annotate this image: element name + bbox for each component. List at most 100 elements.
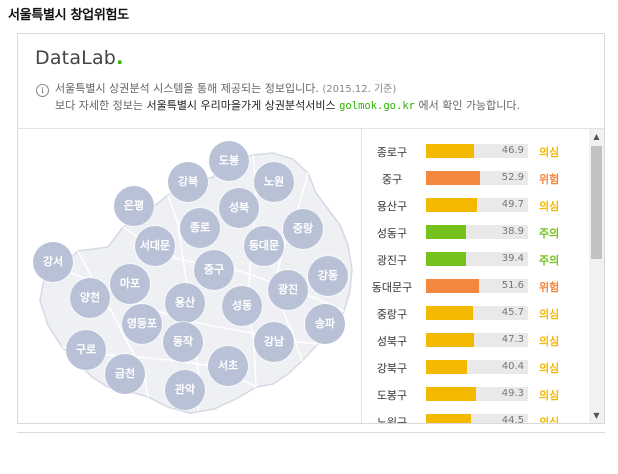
district-geumcheon[interactable]: 금천: [105, 354, 145, 394]
district-eunpyeong[interactable]: 은평: [114, 186, 154, 226]
list-item[interactable]: 용산구 49.7 의심: [362, 191, 592, 218]
risk-bar: 46.9: [426, 144, 528, 158]
district-yeongdeungpo[interactable]: 영등포: [122, 304, 162, 344]
district-name: 도봉구: [376, 389, 408, 402]
list-item[interactable]: 강북구 40.4 의심: [362, 353, 592, 380]
district-seongbuk[interactable]: 성북: [219, 188, 259, 228]
risk-bar: 44.5: [426, 414, 528, 423]
risk-status: 의심: [539, 416, 560, 423]
district-gwanak[interactable]: 관악: [165, 370, 205, 410]
page-title: 서울특별시 창업위험도: [8, 8, 129, 23]
risk-bar-fill: [426, 360, 467, 374]
info-text-detail: 보다 자세한 정보는 서울특별시 우리마을가게 상권분석서비스 golmok.g…: [55, 99, 521, 112]
district-name: 동대문구: [371, 281, 413, 294]
risk-value: 51.6: [501, 280, 524, 291]
district-name: 중랑구: [376, 308, 408, 321]
risk-bar: 39.4: [426, 252, 528, 266]
bottom-divider: [17, 432, 605, 433]
risk-value: 49.7: [501, 199, 524, 210]
risk-status: 의심: [539, 146, 560, 159]
list-item[interactable]: 성북구 47.3 의심: [362, 326, 592, 353]
district-dongjak[interactable]: 동작: [163, 322, 203, 362]
risk-bar-fill: [426, 414, 471, 423]
risk-value: 45.7: [501, 307, 524, 318]
scroll-thumb[interactable]: [591, 146, 602, 259]
district-songpa[interactable]: 송파: [305, 304, 345, 344]
risk-status: 의심: [539, 335, 560, 348]
district-jung[interactable]: 중구: [194, 250, 234, 290]
risk-bar-fill: [426, 252, 466, 266]
district-name: 중구: [381, 173, 403, 186]
district-gangnam[interactable]: 강남: [254, 322, 294, 362]
district-guro[interactable]: 구로: [66, 330, 106, 370]
list-item[interactable]: 중구 52.9 위험: [362, 164, 592, 191]
district-name: 성북구: [376, 335, 408, 348]
divider: [18, 128, 604, 129]
risk-value: 44.5: [501, 415, 524, 423]
risk-status: 의심: [539, 308, 560, 321]
risk-status: 주의: [539, 254, 560, 267]
risk-status: 의심: [539, 362, 560, 375]
risk-bar: 49.7: [426, 198, 528, 212]
district-name: 강북구: [376, 362, 408, 375]
district-gangbuk[interactable]: 강북: [168, 162, 208, 202]
district-seocho[interactable]: 서초: [208, 346, 248, 386]
risk-value: 47.3: [501, 334, 524, 345]
district-nowon[interactable]: 노원: [254, 162, 294, 202]
seoul-district-map: 도봉 강북 노원 은평 성북 종로 중랑 서대문 동대문 강서 중구 마포 광진…: [18, 129, 361, 423]
risk-bar-fill: [426, 387, 476, 401]
service-name: 서울특별시 우리마을가게 상권분석서비스: [146, 99, 336, 112]
datalab-card: DataLab. i 서울특별시 상권분석 시스템을 통해 제공되는 정보입니다.…: [17, 33, 605, 424]
risk-value: 52.9: [501, 172, 524, 183]
list-item[interactable]: 광진구 39.4 주의: [362, 245, 592, 272]
list-item[interactable]: 노원구 44.5 의심: [362, 407, 592, 423]
scroll-down-icon[interactable]: ▼: [593, 411, 600, 420]
risk-bar: 51.6: [426, 279, 528, 293]
list-item[interactable]: 도봉구 49.3 의심: [362, 380, 592, 407]
risk-status: 의심: [539, 389, 560, 402]
risk-bar-fill: [426, 306, 473, 320]
risk-value: 40.4: [501, 361, 524, 372]
district-gangseo[interactable]: 강서: [33, 242, 73, 282]
risk-value: 49.3: [501, 388, 524, 399]
district-seongdong[interactable]: 성동: [222, 286, 262, 326]
list-item[interactable]: 성동구 38.9 주의: [362, 218, 592, 245]
risk-status: 의심: [539, 200, 560, 213]
district-dongdaemun[interactable]: 동대문: [244, 226, 284, 266]
district-gangdong[interactable]: 강동: [308, 256, 348, 296]
list-item[interactable]: 동대문구 51.6 위험: [362, 272, 592, 299]
risk-status: 위험: [539, 173, 560, 186]
district-jungnang[interactable]: 중랑: [283, 209, 323, 249]
risk-status: 주의: [539, 227, 560, 240]
risk-bar: 49.3: [426, 387, 528, 401]
risk-bar: 52.9: [426, 171, 528, 185]
list-scrollbar[interactable]: ▲ ▼: [589, 129, 604, 423]
district-name: 광진구: [376, 254, 408, 267]
risk-bar-fill: [426, 144, 474, 158]
district-yangcheon[interactable]: 양천: [70, 278, 110, 318]
district-name: 종로구: [376, 146, 408, 159]
district-seodaemun[interactable]: 서대문: [135, 226, 175, 266]
risk-bar-fill: [426, 279, 479, 293]
info-icon: i: [36, 84, 49, 97]
district-gwangjin[interactable]: 광진: [268, 270, 308, 310]
risk-bar-fill: [426, 198, 477, 212]
list-item[interactable]: 종로구 46.9 의심: [362, 137, 592, 164]
scroll-up-icon[interactable]: ▲: [593, 132, 600, 141]
risk-bar: 40.4: [426, 360, 528, 374]
district-dobong[interactable]: 도봉: [209, 141, 249, 181]
district-yongsan[interactable]: 용산: [165, 283, 205, 323]
risk-value: 38.9: [501, 226, 524, 237]
risk-value: 39.4: [501, 253, 524, 264]
risk-status: 위험: [539, 281, 560, 294]
reference-date: (2015.12. 기준): [322, 84, 397, 95]
golmok-link[interactable]: golmok.go.kr: [339, 100, 415, 112]
district-mapo[interactable]: 마포: [110, 264, 150, 304]
risk-bar-fill: [426, 171, 480, 185]
risk-bar: 38.9: [426, 225, 528, 239]
district-jongno[interactable]: 종로: [180, 208, 220, 248]
district-name: 노원구: [376, 416, 408, 423]
risk-bar: 45.7: [426, 306, 528, 320]
district-name: 성동구: [376, 227, 408, 240]
list-item[interactable]: 중랑구 45.7 의심: [362, 299, 592, 326]
